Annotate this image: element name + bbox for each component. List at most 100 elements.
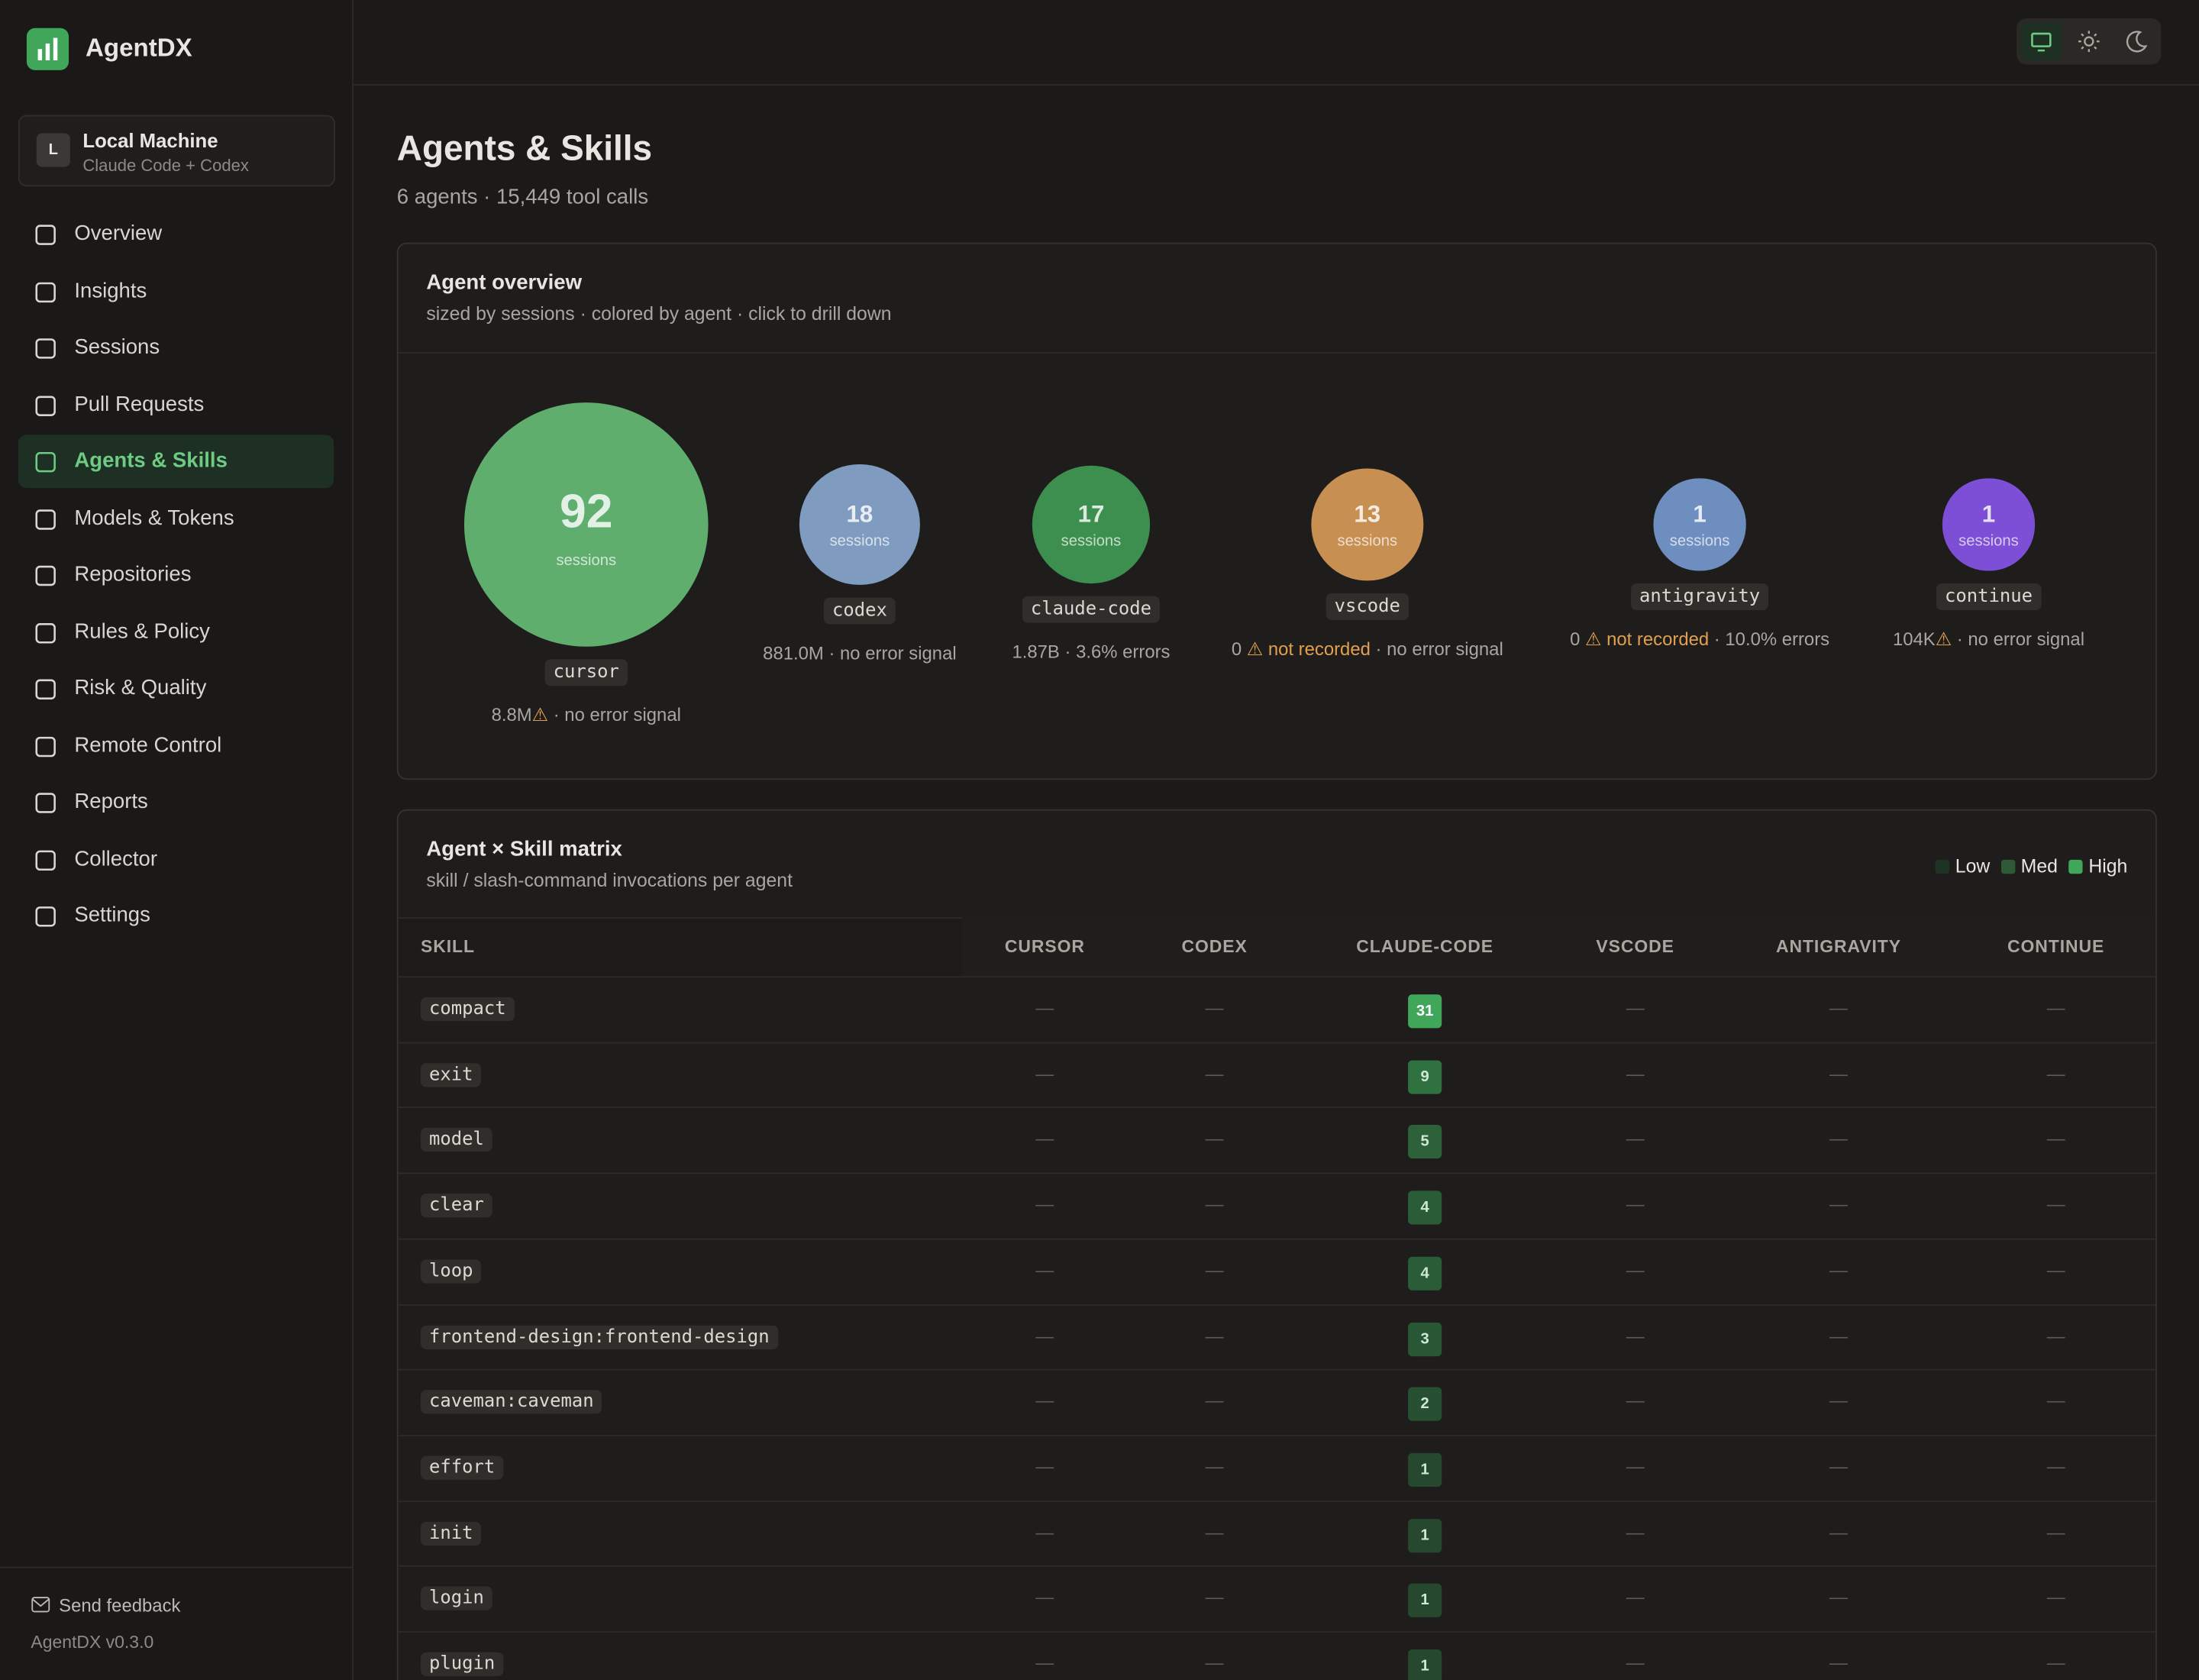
empty-cell: — (1626, 1390, 1645, 1412)
nav-item[interactable]: Agents & Skills (18, 435, 334, 489)
stat-segment: 1.87B · 3.6% errors (1012, 641, 1171, 663)
nav-item[interactable]: Reports (18, 776, 334, 829)
empty-cell: — (1205, 1128, 1224, 1150)
theme-light[interactable] (2068, 22, 2109, 60)
agent-name: antigravity (1631, 583, 1769, 610)
legend-item: High (2068, 855, 2128, 877)
matrix-cell: 1 (1408, 1518, 1442, 1552)
empty-cell: — (2046, 1324, 2065, 1346)
workspace-name: Local Machine (82, 128, 218, 152)
nav-label: Sessions (74, 334, 160, 360)
legend-label: Med (2020, 855, 2058, 877)
stat-segment: 104K (1892, 628, 1936, 649)
feedback-link[interactable]: Send feedback (31, 1594, 180, 1616)
agent-bubble[interactable]: 1 sessions (1654, 479, 1745, 570)
matrix-cell: 9 (1408, 1059, 1442, 1094)
nav-label: Pull Requests (74, 392, 205, 416)
logo (26, 27, 69, 70)
empty-cell: — (1205, 1259, 1224, 1281)
nav-item[interactable]: Remote Control (18, 719, 334, 772)
empty-cell: — (1205, 1455, 1224, 1477)
nav-label: Settings (74, 903, 150, 928)
matrix-cell: 3 (1408, 1322, 1442, 1356)
empty-cell: — (2046, 1194, 2065, 1215)
sidebar: AgentDX L Local Machine Claude Code + Co… (0, 0, 354, 1680)
empty-cell: — (1626, 1128, 1645, 1150)
legend-label: Low (1955, 855, 1991, 877)
theme-dark[interactable] (2117, 22, 2157, 60)
nav-item[interactable]: Sessions (18, 321, 334, 375)
skill-name: clear (421, 1194, 492, 1218)
nav-item[interactable]: Settings (18, 889, 334, 942)
agent-stats: 881.0M · no error signal (763, 642, 956, 664)
table-row: loop — — 4 — — — (398, 1238, 2156, 1304)
legend-swatch (2000, 859, 2016, 874)
empty-cell: — (2046, 1128, 2065, 1150)
empty-cell: — (1626, 1586, 1645, 1608)
agent-bubble[interactable]: 13 sessions (1311, 468, 1423, 581)
empty-cell: — (1205, 1390, 1224, 1412)
table-row: login — — 1 — — — (398, 1565, 2156, 1631)
bubble-count: 13 (1354, 500, 1381, 528)
stat-segment: ⚠ (531, 704, 549, 725)
legend-label: High (2088, 855, 2128, 877)
stat-segment: · no error signal (548, 704, 681, 725)
matrix-cell: 4 (1408, 1191, 1442, 1225)
empty-cell: — (1205, 1652, 1224, 1674)
empty-cell: — (1626, 1324, 1645, 1346)
empty-cell: — (2046, 1652, 2065, 1674)
stat-segment: 0 (1570, 628, 1586, 649)
agent-name: codex (823, 597, 896, 624)
stat-segment: 8.8M (491, 704, 532, 725)
bubble-unit: sessions (1061, 532, 1122, 550)
nav-item[interactable]: Repositories (18, 548, 334, 602)
empty-cell: — (1035, 1062, 1054, 1084)
table-row: effort — — 1 — — — (398, 1434, 2156, 1501)
nav-item[interactable]: Models & Tokens (18, 492, 334, 545)
workspace-switcher[interactable]: L Local Machine Claude Code + Codex (18, 115, 335, 187)
empty-cell: — (1829, 1324, 1848, 1346)
bubble-unit: sessions (1669, 532, 1730, 550)
nav-item[interactable]: Collector (18, 832, 334, 886)
legend: Low Med High (1924, 855, 2127, 877)
column-header: ANTIGRAVITY (1775, 936, 1901, 957)
nav-label: Risk & Quality (74, 676, 207, 700)
empty-cell: — (1035, 1521, 1054, 1543)
agent-bubble[interactable]: 17 sessions (1032, 465, 1151, 584)
legend-item: Med (2000, 855, 2058, 877)
nav-item[interactable]: Overview (18, 208, 334, 261)
nav-item[interactable]: Pull Requests (18, 378, 334, 431)
skill-name: login (421, 1586, 492, 1611)
table-row: exit — — 9 — — — (398, 1042, 2156, 1107)
matrix-cell: 1 (1408, 1584, 1442, 1618)
column-header: VSCODE (1596, 936, 1674, 957)
nav-item[interactable]: Rules & Policy (18, 606, 334, 659)
skill-name: effort (421, 1455, 504, 1480)
agent-bubble[interactable]: 18 sessions (799, 464, 920, 585)
legend-swatch (1936, 859, 1950, 874)
empty-cell: — (1626, 1194, 1645, 1215)
column-header: CODEX (1181, 936, 1248, 957)
bubble-unit: sessions (1337, 532, 1398, 550)
card-title: Agent × Skill matrix (426, 837, 622, 861)
theme-system[interactable] (2020, 22, 2062, 60)
nav-item[interactable]: Risk & Quality (18, 662, 334, 716)
empty-cell: — (1626, 1521, 1645, 1543)
bubble-count: 1 (1981, 500, 1996, 528)
table-row: init — — 1 — — — (398, 1500, 2156, 1566)
empty-cell: — (2046, 1259, 2065, 1281)
topbar (353, 0, 2199, 86)
agent-bubble[interactable]: 1 sessions (1942, 479, 2035, 570)
agent-bubble[interactable]: 92 sessions (463, 402, 709, 648)
stat-segment: ⚠ (1935, 628, 1952, 649)
empty-cell: — (2046, 1586, 2065, 1608)
table-row: model — — 5 — — — (398, 1107, 2156, 1173)
header-shade (962, 917, 2156, 977)
skill-name: model (421, 1128, 492, 1152)
empty-cell: — (2046, 1062, 2065, 1084)
feedback-text: Send feedback (59, 1594, 181, 1616)
nav-item[interactable]: Insights (18, 264, 334, 318)
empty-cell: — (1205, 1194, 1224, 1215)
matrix-cell: 1 (1408, 1452, 1442, 1487)
skill-name: exit (421, 1062, 482, 1087)
